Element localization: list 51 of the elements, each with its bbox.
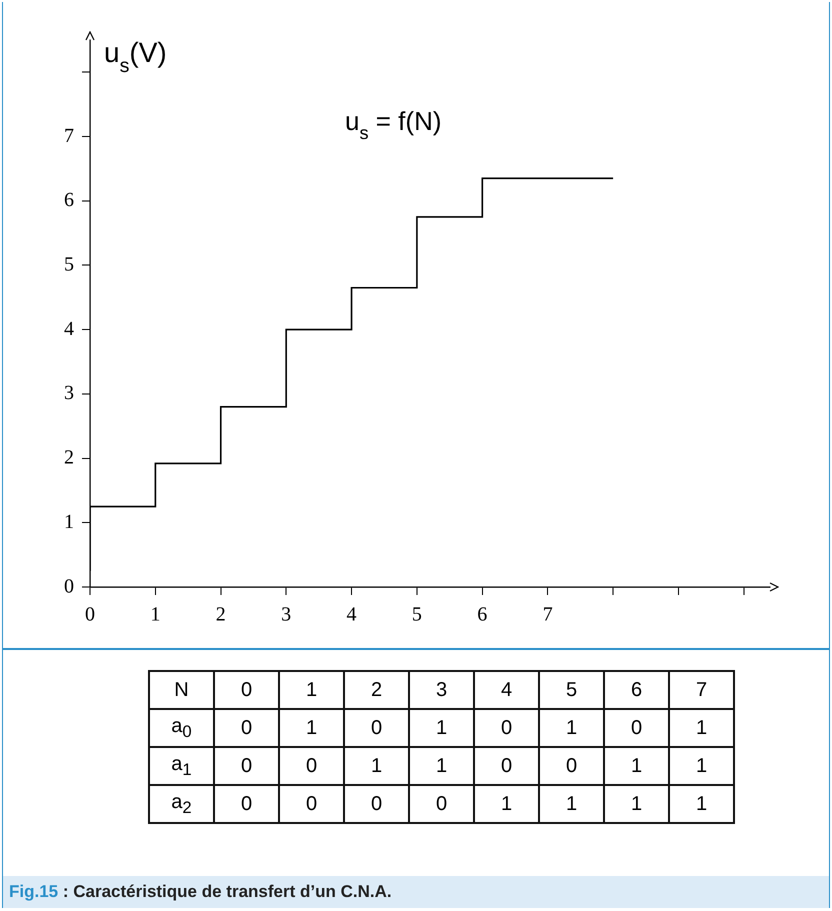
data-label: 0	[539, 747, 604, 785]
x-tick-label: 5	[412, 603, 422, 626]
data-label: 0	[214, 785, 279, 823]
x-tick-label: 4	[346, 603, 357, 626]
data-label: 1	[474, 785, 539, 823]
x-tick-label: 2	[344, 671, 409, 709]
data-label: 1	[604, 747, 669, 785]
y-tick-label: 2	[64, 446, 74, 469]
caption: Fig.15 : Caractéristique de transfert d’un C.N.A.	[3, 876, 829, 908]
data-label: 0	[474, 747, 539, 785]
y-tick-label: 7	[64, 124, 74, 147]
x-tick-label: 3	[409, 671, 474, 709]
data-label: 0	[409, 785, 474, 823]
data-label: 1	[539, 785, 604, 823]
x-tick-label: 1	[279, 671, 344, 709]
y-tick-label: a$_{0}$	[149, 709, 214, 747]
y-tick-label: a$_{1}$	[149, 747, 214, 785]
x-tick-label: 6	[477, 603, 488, 626]
data-label: 0	[279, 747, 344, 785]
data-label: 1	[344, 747, 409, 785]
x-tick-label: 7	[669, 671, 734, 709]
x-tick-label: 0	[85, 603, 95, 626]
y-tick-label: 3	[64, 382, 74, 404]
y-tick-label: a$_{2}$	[149, 785, 214, 823]
data-label: 1	[604, 785, 669, 823]
data-label: 1	[669, 785, 734, 823]
y-tick-label: 1	[64, 510, 74, 533]
data-label: 1	[279, 709, 344, 747]
data-label: 0	[344, 785, 409, 823]
data-label: 1	[409, 709, 474, 747]
x-tick-label: 6	[604, 671, 669, 709]
data-label: 0	[604, 709, 669, 747]
x-tick-label: 3	[281, 603, 292, 626]
y-tick-label: 6	[64, 189, 74, 212]
x-axis-title: N	[149, 671, 214, 709]
x-tick-label: 4	[474, 671, 539, 709]
data-label: 0	[344, 709, 409, 747]
x-tick-label: 7	[542, 603, 553, 626]
data-label: 0	[474, 709, 539, 747]
data-label: 1	[669, 709, 734, 747]
y-tick-label: 0	[64, 575, 74, 598]
data-label: 0	[214, 709, 279, 747]
y-tick-label: 5	[64, 253, 74, 276]
data-label: 1	[669, 747, 734, 785]
data-label: 0	[279, 785, 344, 823]
y-tick-label: 4	[64, 318, 74, 340]
data-label: 1	[409, 747, 474, 785]
data-label: 1	[539, 709, 604, 747]
data-label: 0	[214, 747, 279, 785]
x-tick-label: 0	[214, 671, 279, 709]
x-tick-label: 5	[539, 671, 604, 709]
